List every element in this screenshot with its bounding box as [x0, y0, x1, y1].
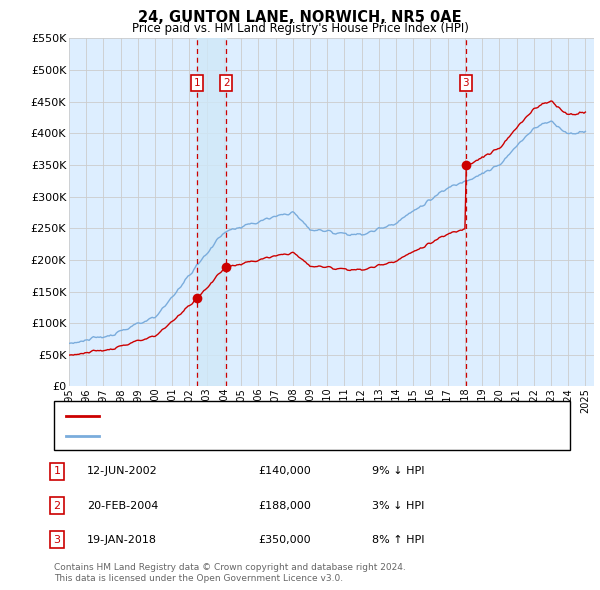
Text: Contains HM Land Registry data © Crown copyright and database right 2024.: Contains HM Land Registry data © Crown c…	[54, 563, 406, 572]
Text: £188,000: £188,000	[258, 501, 311, 510]
Text: 1: 1	[53, 467, 61, 476]
Text: 2: 2	[223, 78, 229, 88]
Text: 19-JAN-2018: 19-JAN-2018	[87, 535, 157, 545]
Text: 3: 3	[53, 535, 61, 545]
Text: 3: 3	[463, 78, 469, 88]
Text: This data is licensed under the Open Government Licence v3.0.: This data is licensed under the Open Gov…	[54, 574, 343, 583]
Text: HPI: Average price, detached house, South Norfolk: HPI: Average price, detached house, Sout…	[106, 431, 370, 441]
Text: 20-FEB-2004: 20-FEB-2004	[87, 501, 158, 510]
Text: 2: 2	[53, 501, 61, 510]
Text: 3% ↓ HPI: 3% ↓ HPI	[372, 501, 424, 510]
Bar	[197, 38, 226, 386]
Text: 8% ↑ HPI: 8% ↑ HPI	[372, 535, 425, 545]
Text: £140,000: £140,000	[258, 467, 311, 476]
Text: 24, GUNTON LANE, NORWICH, NR5 0AE: 24, GUNTON LANE, NORWICH, NR5 0AE	[138, 10, 462, 25]
Text: 24, GUNTON LANE, NORWICH, NR5 0AE (detached house): 24, GUNTON LANE, NORWICH, NR5 0AE (detac…	[106, 411, 406, 421]
Text: 12-JUN-2002: 12-JUN-2002	[87, 467, 158, 476]
Text: 9% ↓ HPI: 9% ↓ HPI	[372, 467, 425, 476]
Text: £350,000: £350,000	[258, 535, 311, 545]
Text: 1: 1	[194, 78, 200, 88]
Text: Price paid vs. HM Land Registry's House Price Index (HPI): Price paid vs. HM Land Registry's House …	[131, 22, 469, 35]
